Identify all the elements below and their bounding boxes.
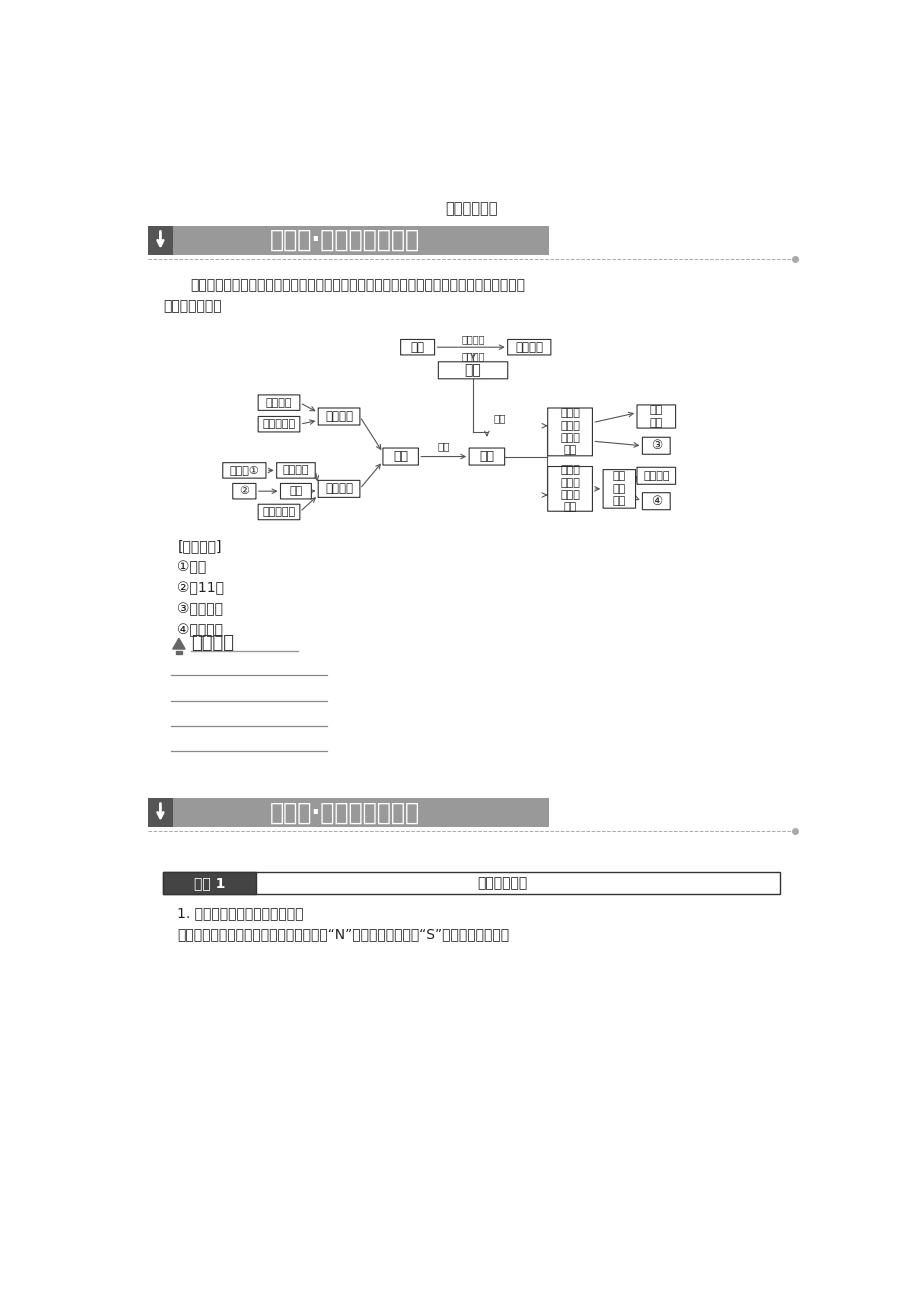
Text: 学思心得: 学思心得 xyxy=(191,634,234,652)
FancyBboxPatch shape xyxy=(547,466,592,512)
FancyBboxPatch shape xyxy=(507,340,550,355)
Text: 黑子和①: 黑子和① xyxy=(229,465,259,475)
Text: 根据经纬度的分布规律，向北增加是北纬“N”，向南增加是南纬“S”，向东增加是东经: 根据经纬度的分布规律，向北增加是北纬“N”，向南增加是南纬“S”，向东增加是东经 xyxy=(177,927,509,941)
Text: 太阳: 太阳 xyxy=(392,450,408,464)
Text: 能量来源: 能量来源 xyxy=(266,397,292,408)
Text: 生命
存在
条件: 生命 存在 条件 xyxy=(612,471,625,506)
Text: ①耀斤: ①耀斤 xyxy=(177,560,207,574)
Text: 周期: 周期 xyxy=(289,486,302,496)
Polygon shape xyxy=(176,651,182,654)
Text: 对地球影响: 对地球影响 xyxy=(262,419,295,430)
Text: 影响: 影响 xyxy=(437,441,449,452)
Text: 重要标志: 重要标志 xyxy=(282,465,309,475)
FancyBboxPatch shape xyxy=(547,408,592,456)
FancyBboxPatch shape xyxy=(233,483,255,499)
Text: 晰的知识网络。: 晰的知识网络。 xyxy=(164,299,221,314)
FancyBboxPatch shape xyxy=(148,798,173,827)
FancyBboxPatch shape xyxy=(318,408,359,424)
FancyBboxPatch shape xyxy=(258,504,300,519)
Text: ③: ③ xyxy=(650,439,661,452)
Text: 宇宙: 宇宙 xyxy=(464,363,481,378)
Text: [自我校对]: [自我校对] xyxy=(177,539,221,553)
FancyBboxPatch shape xyxy=(437,362,507,379)
Text: ③运动特征: ③运动特征 xyxy=(177,602,223,616)
Text: 太阳活动: 太阳活动 xyxy=(324,482,353,495)
Text: 1. 据经纬度分布规律判断经纬度: 1. 据经纬度分布规律判断经纬度 xyxy=(177,906,303,921)
FancyBboxPatch shape xyxy=(148,225,173,255)
Text: 专题 1: 专题 1 xyxy=(194,876,225,891)
FancyBboxPatch shape xyxy=(400,340,434,355)
FancyBboxPatch shape xyxy=(641,437,669,454)
FancyBboxPatch shape xyxy=(636,405,675,428)
FancyBboxPatch shape xyxy=(280,483,311,499)
Text: 太阳系
中的一
颗特殊
行星: 太阳系 中的一 颗特殊 行星 xyxy=(560,465,579,513)
Polygon shape xyxy=(173,638,185,648)
Text: 巳固层·知识整合构网络: 巳固层·知识整合构网络 xyxy=(269,228,419,253)
Text: ④自身条件: ④自身条件 xyxy=(177,622,223,637)
Text: 相互绕转: 相互绕转 xyxy=(461,352,484,361)
Text: 结构
特征: 结构 特征 xyxy=(649,405,663,427)
FancyBboxPatch shape xyxy=(641,492,669,509)
FancyBboxPatch shape xyxy=(277,462,315,478)
Text: 天体: 天体 xyxy=(410,341,425,354)
Text: 太阳辐射: 太阳辐射 xyxy=(324,410,353,423)
FancyBboxPatch shape xyxy=(603,470,635,508)
FancyBboxPatch shape xyxy=(148,225,548,255)
FancyBboxPatch shape xyxy=(148,798,548,827)
FancyBboxPatch shape xyxy=(636,467,675,484)
Text: ②: ② xyxy=(239,486,249,496)
Text: ②约11年: ②约11年 xyxy=(177,581,224,595)
Text: 太阳系
中的一
颗普通
行星: 太阳系 中的一 颗普通 行星 xyxy=(560,409,579,456)
Text: ④: ④ xyxy=(650,495,661,508)
Text: 天体系统: 天体系统 xyxy=(515,341,542,354)
FancyBboxPatch shape xyxy=(469,448,505,465)
FancyBboxPatch shape xyxy=(258,417,300,432)
FancyBboxPatch shape xyxy=(318,480,359,497)
Text: 特征: 特征 xyxy=(493,413,505,423)
Text: 经纬网的判读: 经纬网的判读 xyxy=(477,876,527,891)
FancyBboxPatch shape xyxy=(222,462,266,478)
FancyBboxPatch shape xyxy=(164,872,255,894)
Text: 请根据下面的体系图快速回顾本单元内容，把各序号代表的含义填到对应的框内，构建出清: 请根据下面的体系图快速回顾本单元内容，把各序号代表的含义填到对应的框内，构建出清 xyxy=(190,279,525,293)
Text: 单元分层突破: 单元分层突破 xyxy=(445,201,497,216)
Text: 对地球影响: 对地球影响 xyxy=(262,506,295,517)
Text: 相互吸引: 相互吸引 xyxy=(461,335,484,344)
Text: 提升层·专题讲练深拓展: 提升层·专题讲练深拓展 xyxy=(269,801,419,824)
FancyBboxPatch shape xyxy=(258,395,300,410)
FancyBboxPatch shape xyxy=(382,448,418,465)
Text: 地球: 地球 xyxy=(479,450,494,464)
FancyBboxPatch shape xyxy=(164,872,778,894)
Text: 外部条件: 外部条件 xyxy=(642,471,669,480)
